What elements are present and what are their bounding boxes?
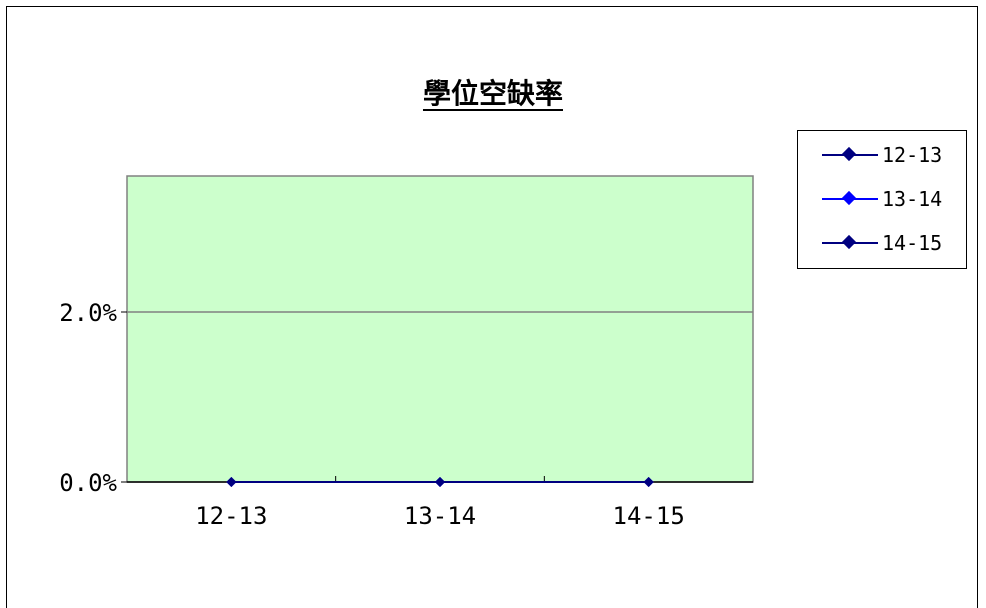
- legend-item: 12-13: [822, 143, 942, 167]
- series-point: [226, 477, 237, 487]
- legend-swatch: [822, 190, 878, 206]
- chart-title: 學位空缺率: [422, 77, 563, 110]
- plot-area: [126, 175, 754, 483]
- legend-label: 13-14: [882, 187, 943, 211]
- y-tick-label: 0.0%: [59, 469, 117, 497]
- legend-label: 12-13: [882, 143, 943, 167]
- x-tick-label: 14-15: [613, 502, 685, 530]
- legend-item: 13-14: [822, 187, 942, 211]
- x-tick-label: 13-14: [404, 502, 476, 530]
- series-point: [435, 477, 445, 487]
- series-point: [643, 477, 654, 487]
- legend-swatch: [822, 234, 878, 250]
- legend-label: 14-15: [882, 231, 943, 255]
- legend: 12-13 13-14 14-15: [797, 130, 967, 269]
- y-tick-label: 2.0%: [59, 299, 117, 327]
- x-tick-label: 12-13: [195, 502, 267, 530]
- legend-swatch: [822, 146, 878, 162]
- legend-item: 14-15: [822, 231, 942, 255]
